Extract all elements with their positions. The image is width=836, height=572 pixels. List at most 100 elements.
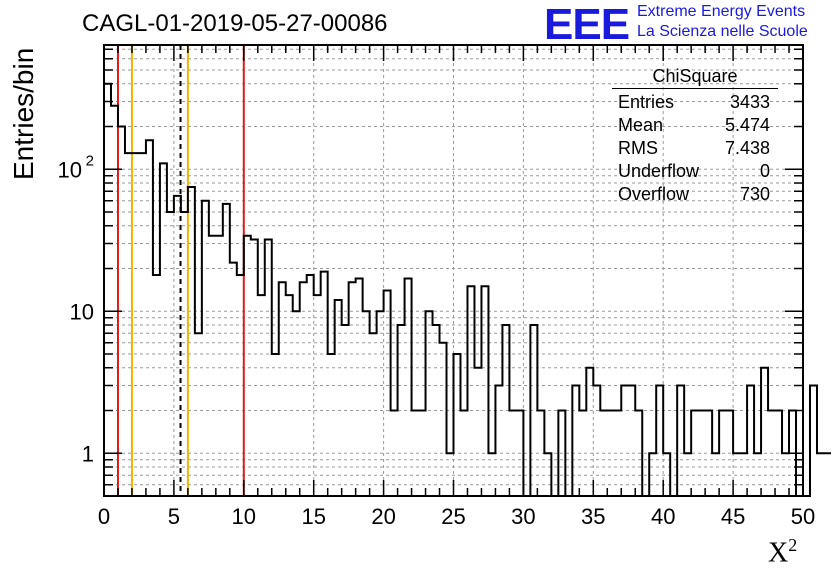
histogram-bin xyxy=(251,240,258,496)
histogram-bin xyxy=(307,275,314,496)
x-tick-label: 40 xyxy=(651,504,675,529)
histogram-bin xyxy=(230,263,237,496)
stats-row-mean: Mean 5.474 xyxy=(612,114,778,137)
histogram-bin xyxy=(321,272,328,496)
histogram-bin xyxy=(181,212,188,496)
stats-label: Entries xyxy=(618,92,675,112)
x-axis-label: X2 xyxy=(768,535,797,569)
histogram-bin xyxy=(747,386,754,496)
histogram-bin xyxy=(656,386,663,496)
histogram-bin xyxy=(782,453,789,496)
stats-label: Mean xyxy=(618,115,664,135)
histogram-bin xyxy=(586,368,593,496)
y-tick-label: 10 xyxy=(58,157,82,182)
stats-value: 3433 xyxy=(729,92,770,112)
histogram-bin xyxy=(481,286,488,496)
histogram-bin xyxy=(691,411,698,496)
y-tick-label: 10 xyxy=(70,299,94,324)
histogram-bin xyxy=(726,411,733,496)
x-tick-label: 5 xyxy=(168,504,180,529)
histogram-bin xyxy=(174,196,181,496)
x-tick-label: 35 xyxy=(581,504,605,529)
histogram-bin xyxy=(537,411,544,496)
histogram-bin xyxy=(817,453,824,496)
histogram-bin xyxy=(467,286,474,496)
histogram-bin xyxy=(558,411,565,496)
stats-value: 7.438 xyxy=(724,138,770,158)
stats-value: 5.474 xyxy=(724,115,770,135)
stats-label: RMS xyxy=(618,138,658,158)
stats-label: Overflow xyxy=(618,184,690,204)
histogram-bin xyxy=(509,411,516,496)
x-tick-label: 45 xyxy=(721,504,745,529)
histogram-bin xyxy=(153,275,160,496)
histogram-bin xyxy=(419,411,426,496)
histogram-bin xyxy=(614,411,621,496)
histogram-bin xyxy=(349,282,356,496)
histogram-bin xyxy=(258,295,265,496)
histogram-series xyxy=(104,82,831,497)
histogram-bin xyxy=(188,187,195,496)
histogram-bin xyxy=(279,282,286,496)
histogram-bin xyxy=(244,236,251,496)
histogram-bin xyxy=(593,386,600,496)
histogram-bin xyxy=(572,386,579,496)
histogram-bin xyxy=(754,453,761,496)
x-tick-label: 50 xyxy=(791,504,815,529)
histogram-bin xyxy=(649,453,656,496)
histogram-bin xyxy=(342,325,349,496)
histogram-bin xyxy=(705,411,712,496)
histogram-bin xyxy=(293,311,300,496)
histogram-bin xyxy=(733,453,740,496)
x-tick-label: 25 xyxy=(441,504,465,529)
histogram-bin xyxy=(335,300,342,496)
histogram-bin xyxy=(761,368,768,496)
histogram-bin xyxy=(824,453,831,496)
histogram-bin xyxy=(544,453,551,496)
stats-value: 0 xyxy=(759,161,770,181)
histogram-bin xyxy=(104,84,111,496)
histogram-bin xyxy=(412,411,419,496)
histogram-bin xyxy=(621,386,628,496)
histogram-bin xyxy=(195,333,202,496)
histogram-bin xyxy=(579,411,586,496)
stats-row-entries: Entries 3433 xyxy=(612,91,778,114)
histogram-bin xyxy=(433,325,440,496)
chart-title: CAGL-01-2019-05-27-00086 xyxy=(82,10,388,37)
histogram-bin xyxy=(810,386,817,496)
histogram-bin xyxy=(272,354,279,496)
histogram-bin xyxy=(488,453,495,496)
histogram-bin xyxy=(426,311,433,496)
histogram-bin xyxy=(160,163,167,496)
x-axis-label-base: X xyxy=(768,537,789,569)
stats-row-overflow: Overflow 730 xyxy=(612,183,778,206)
stats-row-underflow: Underflow 0 xyxy=(612,160,778,183)
histogram-bin xyxy=(768,411,775,496)
histogram-bin xyxy=(740,453,747,496)
histogram-bin xyxy=(460,411,467,496)
stats-box: ChiSquare Entries 3433 Mean 5.474 RMS 7.… xyxy=(612,66,778,206)
histogram-bin xyxy=(677,386,684,496)
y-tick-label: 1 xyxy=(82,441,94,466)
grid xyxy=(104,45,803,496)
stats-value: 730 xyxy=(739,184,770,204)
histogram-bin xyxy=(775,411,782,496)
x-tick-label: 20 xyxy=(371,504,395,529)
x-axis-label-exponent: 2 xyxy=(788,535,798,555)
histogram-bin xyxy=(356,279,363,496)
histogram-bin xyxy=(600,411,607,496)
histogram-line xyxy=(104,82,831,497)
y-axis-label: Entries/bin xyxy=(8,47,39,180)
histogram-bin xyxy=(628,386,635,496)
x-tick-label: 15 xyxy=(301,504,325,529)
x-tick-label: 0 xyxy=(98,504,110,529)
histogram-bin xyxy=(139,153,146,496)
histogram-bin xyxy=(698,411,705,496)
histogram-bin xyxy=(384,291,391,496)
histogram-bin xyxy=(132,153,139,496)
histogram-bin xyxy=(377,311,384,496)
histogram-bin xyxy=(391,411,398,496)
stats-label: Underflow xyxy=(618,161,700,181)
histogram-bin xyxy=(223,204,230,496)
